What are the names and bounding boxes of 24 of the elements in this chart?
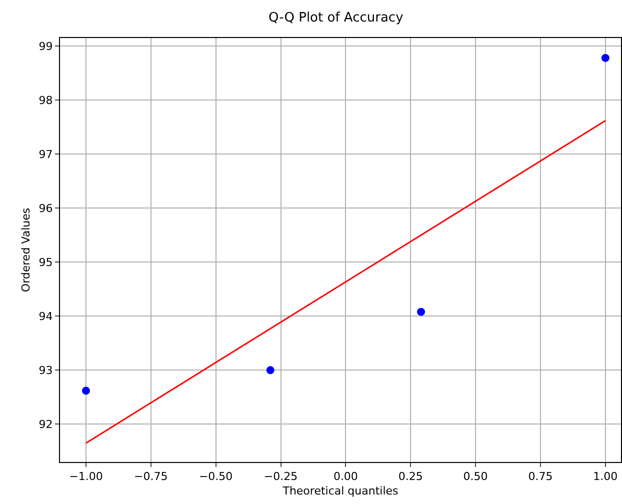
x-tick-label: −1.00 bbox=[69, 470, 103, 484]
point bbox=[82, 386, 90, 395]
x-tick-label: 0.00 bbox=[333, 470, 358, 484]
y-tick-label: 93 bbox=[38, 364, 53, 378]
chart-title: Q-Q Plot of Accuracy bbox=[268, 10, 404, 26]
y-tick-label: 94 bbox=[38, 310, 53, 324]
x-tick-label: −0.50 bbox=[198, 470, 233, 484]
x-tick-label: 0.75 bbox=[528, 470, 553, 484]
x-tick-label: −0.25 bbox=[264, 470, 298, 484]
x-axis-title: Theoretical quantiles bbox=[282, 484, 399, 498]
x-tick-label: 0.50 bbox=[463, 470, 488, 484]
y-tick-label: 95 bbox=[38, 256, 53, 269]
point bbox=[601, 54, 610, 62]
y-tick-label: 92 bbox=[38, 418, 53, 432]
point bbox=[266, 366, 274, 374]
y-tick-label: 99 bbox=[38, 40, 53, 53]
x-tick-label: −0.75 bbox=[134, 470, 168, 484]
x-tick-label: 1.00 bbox=[593, 470, 618, 484]
y-tick-label: 97 bbox=[38, 148, 53, 161]
y-axis-title: Ordered Values bbox=[19, 208, 32, 292]
point bbox=[417, 308, 426, 316]
x-tick-label: 0.25 bbox=[398, 470, 423, 484]
y-tick-label: 96 bbox=[38, 202, 53, 215]
y-tick-label: 98 bbox=[38, 94, 53, 107]
